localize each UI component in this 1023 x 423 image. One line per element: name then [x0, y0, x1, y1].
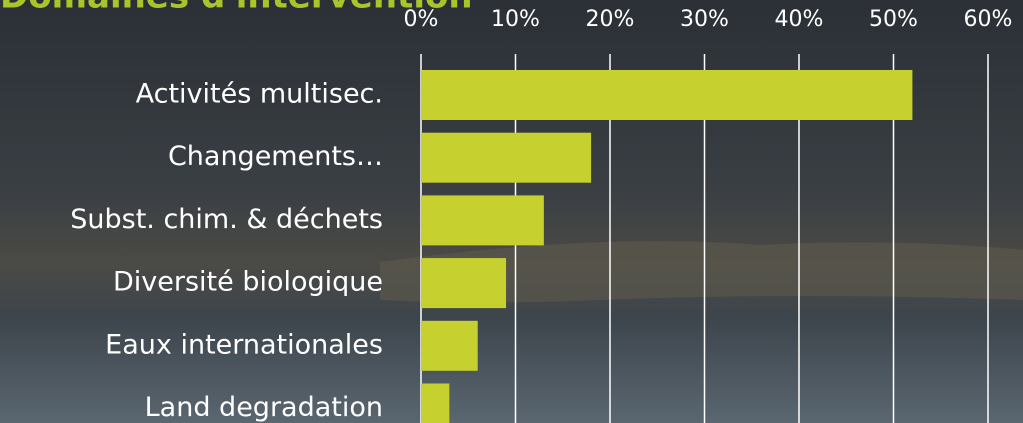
x-tick-label: 30%: [680, 7, 729, 32]
x-tick-label: 20%: [586, 7, 635, 32]
x-tick-label: 40%: [775, 7, 824, 32]
bar: [421, 258, 506, 308]
chart: Domaines d'intervention 0% 10% 20% 30% 40% 50…: [0, 0, 1023, 423]
x-tick-label: 60%: [964, 7, 1013, 32]
bar: [421, 384, 449, 423]
y-tick-label: Diversité biologique: [113, 267, 383, 298]
bar: [421, 70, 912, 120]
x-tick-label: 10%: [491, 7, 540, 32]
bar: [421, 195, 544, 245]
x-tick-label: 50%: [869, 7, 918, 32]
bar: [421, 321, 478, 371]
y-tick-label: Activités multisec.: [136, 79, 383, 110]
chart-title: Domaines d'intervention: [0, 0, 473, 17]
y-tick-label: Changements…: [168, 141, 383, 172]
y-tick-label: Land degradation: [145, 392, 383, 423]
y-tick-label: Subst. chim. & déchets: [70, 204, 383, 235]
x-tick-label: 0%: [404, 7, 439, 32]
bar: [421, 133, 591, 183]
y-tick-label: Eaux internationales: [105, 329, 383, 360]
page: Domaines d'intervention 0% 10% 20% 30% 40% 50…: [0, 0, 1023, 423]
